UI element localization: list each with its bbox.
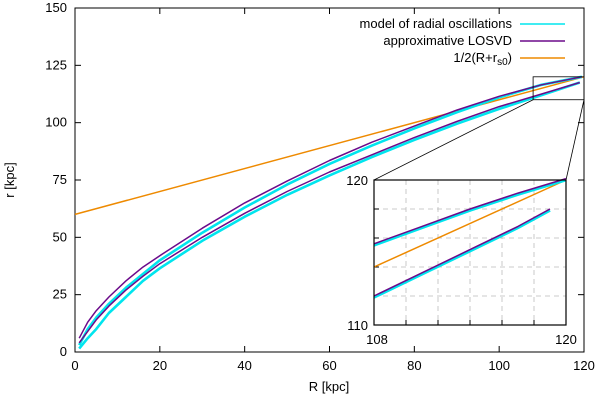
inset-x-tick-108: 108 [366, 332, 388, 347]
inset-y-tick-120: 120 [346, 173, 368, 188]
zoom-connector-lines [373, 76, 585, 181]
x-tick-label: 100 [488, 358, 510, 373]
legend-label-half-sum: 1/2(R+rs0) [453, 50, 512, 68]
y-tick-label: 150 [45, 0, 67, 15]
legend-label-losvd: approximative LOSVD [383, 33, 512, 48]
legend: model of radial oscillations approximati… [360, 16, 565, 68]
series-line-1-0 [78, 76, 583, 339]
series-line-2-0 [74, 76, 585, 216]
inset-grid [374, 180, 566, 325]
inset-series-line-2 [373, 177, 567, 245]
inset-series-line-4 [373, 208, 551, 297]
legend-label-half-sum-suffix: ) [508, 50, 512, 65]
x-axis-label: R [kpc] [309, 379, 349, 394]
y-axis-label: r [kpc] [2, 162, 17, 197]
zoom-source-box [532, 76, 585, 101]
y-tick-label: 100 [45, 115, 67, 130]
series-line-0-0 [78, 75, 583, 346]
series-line-0-1 [78, 81, 581, 350]
inset-series-group [373, 177, 567, 299]
inset-series-line-1 [373, 178, 567, 247]
x-tick-label: 40 [237, 358, 251, 373]
x-tick-label: 80 [407, 358, 421, 373]
inset-frame [373, 179, 567, 326]
legend-label-half-sum-sub: s0 [497, 57, 508, 68]
inset-series-line-3 [373, 209, 551, 299]
y-tick-label: 125 [45, 57, 67, 72]
zoom-connector-left [373, 99, 534, 181]
y-tick-label: 0 [60, 344, 67, 359]
series-line-1-1 [78, 81, 581, 344]
y-tick-label: 25 [53, 287, 67, 302]
legend-label-model: model of radial oscillations [360, 16, 513, 31]
x-tick-label: 0 [71, 358, 78, 373]
x-tick-label: 20 [153, 358, 167, 373]
inset-y-tick-110: 110 [347, 318, 368, 333]
y-tick-label: 75 [53, 172, 67, 187]
main-series-group [74, 75, 585, 350]
inset-series-line-0 [373, 179, 567, 268]
legend-label-half-sum-main: 1/2(R+r [453, 50, 497, 65]
x-tick-label: 120 [573, 358, 595, 373]
zoom-connector-right [565, 99, 585, 181]
inset-zoom-plot: 108 120 110 120 [346, 173, 577, 347]
axis-ticks: 0 20 40 60 80 100 120 0 25 50 75 100 125 150 [45, 0, 595, 373]
inset-x-tick-120: 120 [555, 332, 577, 347]
x-tick-label: 60 [322, 358, 336, 373]
y-tick-label: 50 [53, 229, 67, 244]
